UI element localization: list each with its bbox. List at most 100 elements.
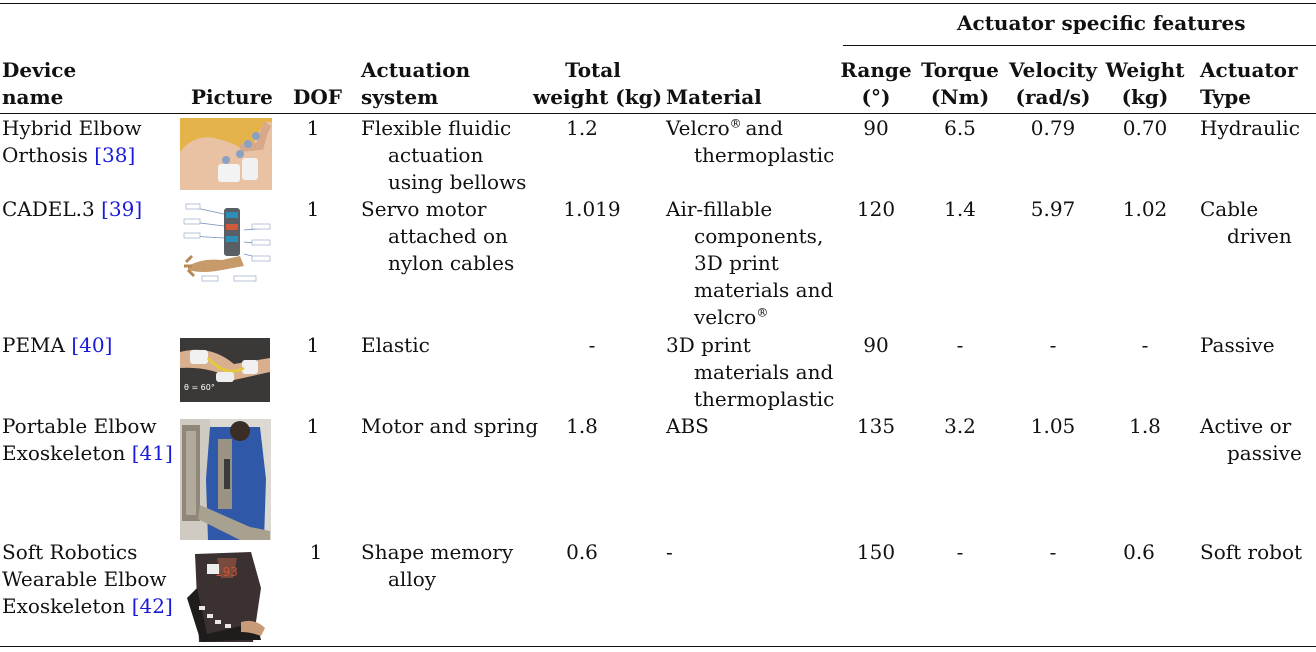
svg-text:193: 193: [215, 565, 238, 579]
row1-citation[interactable]: [38]: [94, 143, 136, 167]
top-rule: [0, 3, 1316, 4]
row2-velocity: 5.97: [1030, 197, 1076, 221]
col-weight-2: (kg): [1121, 85, 1169, 109]
row5-name-text: Exoskeleton: [2, 594, 132, 618]
row1-range: 90: [863, 116, 889, 140]
row1-type: Hydraulic: [1200, 116, 1300, 140]
row1-name-1: Hybrid Elbow: [2, 116, 142, 140]
row5-velocity: -: [1049, 540, 1057, 564]
row5-actuation-1: Shape memory: [361, 540, 514, 564]
row1-actuation-2: actuation: [388, 143, 484, 167]
row2-citation[interactable]: [39]: [101, 197, 143, 221]
row1-material-2: thermoplastic: [694, 143, 835, 167]
col-actuation-2: system: [361, 85, 439, 109]
row3-weight: -: [1141, 333, 1149, 357]
group-header: Actuator specific features: [957, 11, 1246, 35]
row4-name-1: Portable Elbow: [2, 414, 157, 438]
row3-torque: -: [956, 333, 964, 357]
row4-total-weight: 1.8: [566, 414, 598, 438]
row5-name-3: Exoskeleton [42]: [2, 593, 173, 620]
row2-material-sup: ®: [756, 305, 769, 320]
col-weight-1: Weight: [1105, 58, 1185, 82]
col-torque-2: (Nm): [930, 85, 990, 109]
row4-torque: 3.2: [944, 414, 976, 438]
row5-material: -: [666, 540, 673, 564]
col-range-1: Range: [840, 58, 912, 82]
row3-material-2: materials and: [694, 360, 834, 384]
row4-picture: [180, 419, 271, 540]
col-actuator-type-2: Type: [1200, 85, 1252, 109]
row5-type: Soft robot: [1200, 540, 1303, 564]
col-actuator-type-1: Actuator: [1200, 58, 1298, 82]
row3-range: 90: [863, 333, 889, 357]
row2-material-text: velcro: [694, 305, 757, 329]
row3-velocity: -: [1049, 333, 1057, 357]
row2-material-5: velcro®: [694, 304, 768, 331]
row4-dof: 1: [306, 414, 320, 438]
row2-material-3: 3D print: [694, 251, 779, 275]
col-device-name-1: Device: [2, 58, 77, 82]
row4-material: ABS: [666, 414, 709, 438]
row1-material-sup: ®: [729, 116, 746, 131]
row4-range: 135: [856, 414, 896, 438]
row2-material-1: Air-fillable: [666, 197, 773, 221]
row4-name-text: Exoskeleton: [2, 441, 132, 465]
row2-range: 120: [856, 197, 896, 221]
row3-picture: θ = 60°: [180, 338, 270, 402]
row3-type: Passive: [1200, 333, 1275, 357]
row5-range: 150: [856, 540, 896, 564]
row1-dof: 1: [306, 116, 320, 140]
col-velocity-1: Velocity: [1009, 58, 1097, 82]
row4-type-1: Active or: [1200, 414, 1292, 438]
row3-dof: 1: [306, 333, 320, 357]
row2-picture: [182, 200, 272, 282]
row5-name-2: Wearable Elbow: [2, 567, 167, 591]
row4-weight: 1.8: [1129, 414, 1161, 438]
row2-material-2: components,: [694, 224, 824, 248]
header-rule: [0, 113, 1316, 114]
row4-velocity: 1.05: [1030, 414, 1076, 438]
row2-weight: 1.02: [1122, 197, 1168, 221]
row2-total-weight: 1.019: [563, 197, 621, 221]
row1-actuation-1: Flexible fluidic: [361, 116, 512, 140]
row3-material-3: thermoplastic: [694, 387, 835, 411]
row4-citation[interactable]: [41]: [131, 441, 173, 465]
group-rule: [843, 45, 1316, 46]
row1-actuation-3: using bellows: [388, 170, 527, 194]
row2-type-1: Cable: [1200, 197, 1259, 221]
col-actuation-1: Actuation: [361, 58, 471, 82]
row1-name-2: Orthosis [38]: [2, 142, 135, 169]
col-device-name-2: name: [2, 85, 64, 109]
row5-actuation-2: alloy: [388, 567, 437, 591]
row3-citation[interactable]: [40]: [71, 333, 113, 357]
row2-actuation-1: Servo motor: [361, 197, 487, 221]
row2-actuation-2: attached on: [388, 224, 508, 248]
row1-material-and: and: [745, 116, 784, 140]
row5-total-weight: 0.6: [566, 540, 598, 564]
row1-total-weight: 1.2: [566, 116, 598, 140]
row5-picture: 193: [181, 548, 270, 642]
row5-citation[interactable]: [42]: [131, 594, 173, 618]
row1-name-text: Orthosis: [2, 143, 95, 167]
row4-name-2: Exoskeleton [41]: [2, 440, 173, 467]
row5-dof: 1: [309, 540, 323, 564]
row3-total-weight: -: [588, 333, 596, 357]
col-total-weight-2: weight (kg): [533, 85, 663, 109]
col-velocity-2: (rad/s): [1015, 85, 1091, 109]
col-material: Material: [666, 85, 762, 109]
row2-material-4: materials and: [694, 278, 834, 302]
row1-material-1: Velcro® and: [666, 115, 783, 142]
row5-name-1: Soft Robotics: [2, 540, 138, 564]
row2-dof: 1: [306, 197, 320, 221]
row3-material-1: 3D print: [666, 333, 751, 357]
row3-picture-caption: θ = 60°: [184, 383, 215, 392]
row1-torque: 6.5: [944, 116, 976, 140]
row1-material-text: Velcro: [666, 116, 730, 140]
bottom-rule: [0, 646, 1316, 647]
col-torque-1: Torque: [921, 58, 999, 82]
row2-torque: 1.4: [944, 197, 976, 221]
row1-weight: 0.70: [1122, 116, 1168, 140]
col-dof: DOF: [293, 85, 342, 109]
row4-actuation: Motor and spring: [361, 414, 539, 438]
row5-torque: -: [956, 540, 964, 564]
